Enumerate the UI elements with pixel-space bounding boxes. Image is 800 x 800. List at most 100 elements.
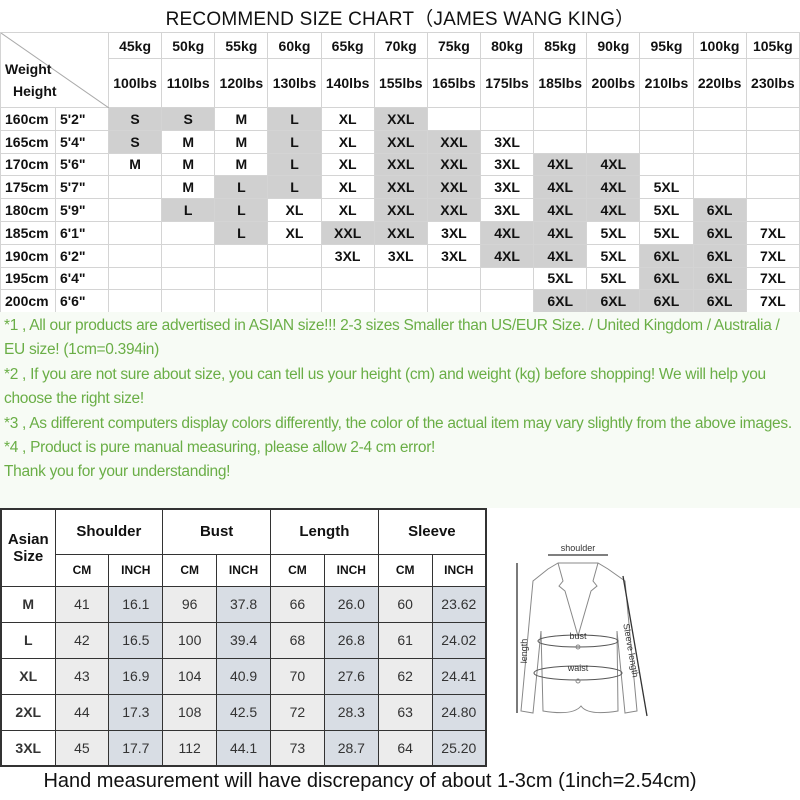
cm-value: 66 (270, 585, 325, 623)
weight-lbs-header: 100lbs (107, 58, 163, 108)
inch-value: 24.80 (431, 693, 487, 731)
size-cell: 3XL (320, 243, 375, 268)
table-row: 160cm 5'2" S S M L XL XXL (0, 107, 800, 131)
unit-header: INCH (431, 553, 487, 587)
height-ft: 5'4" (55, 129, 109, 154)
size-cell (107, 289, 163, 314)
size-cell: L (267, 129, 322, 154)
height-ft: 5'6" (55, 152, 109, 177)
size-cell: 4XL (533, 175, 588, 200)
inch-value: 27.6 (323, 657, 379, 695)
size-cell (639, 107, 694, 131)
size-cell: 6XL (692, 198, 747, 222)
footer-note: Hand measurement will have discrepancy o… (43, 770, 697, 792)
size-cell: 5XL (639, 220, 694, 245)
group-header: Shoulder (54, 508, 164, 555)
size-cell: 3XL (426, 243, 481, 268)
size-cell: XL (320, 107, 375, 131)
shoulder-label: shoulder (561, 543, 596, 553)
asian-size-header: Asian Size (0, 508, 56, 587)
size-cell: 3XL (479, 152, 535, 177)
table-row: 180cm 5'9" L L XL XL XXL XXL 3XL 4XL 4XL 5XL 6XL (0, 198, 800, 222)
weight-lbs-header: 220lbs (692, 58, 747, 108)
diagonal-divider (1, 33, 109, 108)
size-cell: 4XL (586, 152, 641, 177)
corner-weight-label: Weight (5, 61, 52, 77)
size-cell: XL (320, 129, 375, 154)
cm-value: 100 (162, 621, 218, 659)
size-cell: 5XL (639, 175, 694, 200)
size-cell: 3XL (479, 129, 535, 154)
inch-value: 26.0 (323, 585, 379, 623)
size-cell: 7XL (745, 266, 800, 291)
size-cell: M (214, 152, 269, 177)
weight-lbs-header: 140lbs (320, 58, 375, 108)
size-cell: 4XL (586, 175, 641, 200)
weight-lbs-header: 210lbs (639, 58, 694, 108)
cm-value: 72 (270, 693, 325, 731)
size-cell (692, 107, 747, 131)
size-cell (214, 266, 269, 291)
size-cell (586, 129, 641, 154)
table-row: 170cm 5'6" M M M L XL XXL XXL 3XL 4XL 4XL (0, 152, 800, 177)
cm-value: 43 (54, 657, 110, 695)
size-cell: 4XL (533, 152, 588, 177)
group-header: Length (270, 508, 379, 555)
size-cell: XL (267, 198, 322, 222)
table-row: M 41 16.1 96 37.8 66 26.0 60 23.62 (0, 585, 487, 623)
size-cell (107, 175, 163, 200)
height-ft: 5'7" (55, 175, 109, 200)
height-cm: 195cm (0, 266, 56, 291)
inch-value: 26.8 (323, 621, 379, 659)
cm-value: 44 (54, 693, 110, 731)
size-cell: 7XL (745, 220, 800, 245)
size-cell (745, 175, 800, 200)
page-title: RECOMMEND SIZE CHART（JAMES WANG KING） (165, 9, 635, 30)
weight-lbs-header: 130lbs (267, 58, 322, 108)
size-cell: L (214, 175, 269, 200)
size-cell (745, 198, 800, 222)
weight-kg-header: 60kg (267, 32, 322, 59)
size-cell: 7XL (745, 289, 800, 314)
height-cm: 185cm (0, 220, 56, 245)
unit-header: CM (54, 553, 110, 587)
size-cell: 5XL (533, 266, 588, 291)
weight-lbs-header: 200lbs (586, 58, 641, 108)
table-row: 2XL 44 17.3 108 42.5 72 28.3 63 24.80 (0, 693, 487, 731)
height-ft: 6'4" (55, 266, 109, 291)
size-cell (320, 266, 375, 291)
weight-kg-header: 50kg (161, 32, 216, 59)
waist-label: waist (567, 663, 589, 673)
weight-lbs-header: 185lbs (533, 58, 588, 108)
height-cm: 170cm (0, 152, 56, 177)
table-row: 195cm 6'4" 5XL 5XL 6XL 6XL 7XL (0, 266, 800, 291)
size-cell (479, 289, 535, 314)
unit-header: INCH (216, 553, 271, 587)
inch-value: 42.5 (216, 693, 271, 731)
size-cell: S (107, 129, 163, 154)
inch-value: 37.8 (216, 585, 271, 623)
weight-kg-header: 70kg (373, 32, 428, 59)
size-cell: 6XL (639, 289, 694, 314)
size-cell (533, 129, 588, 154)
size-cell (373, 266, 428, 291)
table-row: 190cm 6'2" 3XL 3XL 3XL 4XL 4XL 5XL 6XL 6XL 7XL (0, 243, 800, 268)
unit-header: CM (270, 553, 325, 587)
weight-kg-header: 100kg (692, 32, 747, 59)
inch-value: 39.4 (216, 621, 271, 659)
height-ft: 6'1" (55, 220, 109, 245)
size-cell (533, 107, 588, 131)
size-cell (107, 266, 163, 291)
size-cell: XXL (373, 129, 428, 154)
size-label: XL (0, 657, 56, 695)
table-row: 200cm 6'6" 6XL 6XL 6XL 6XL 7XL (0, 289, 800, 314)
size-cell (692, 175, 747, 200)
size-cell: XL (320, 198, 375, 222)
size-cell: M (107, 152, 163, 177)
inch-value: 24.41 (431, 657, 487, 695)
inch-value: 40.9 (216, 657, 271, 695)
height-ft: 6'6" (55, 289, 109, 314)
size-cell: XXL (373, 107, 428, 131)
height-cm: 165cm (0, 129, 56, 154)
weight-lbs-row: 100lbs 110lbs 120lbs 130lbs 140lbs 155lbs 165l… (1, 58, 800, 108)
